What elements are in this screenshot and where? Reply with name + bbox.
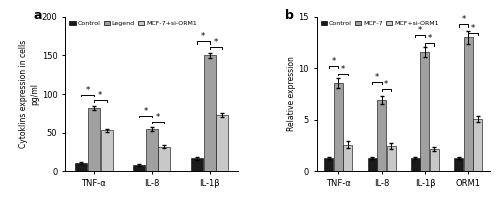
Bar <box>324 158 333 171</box>
Y-axis label: Relative expression: Relative expression <box>286 57 296 131</box>
Text: *: * <box>384 80 388 89</box>
Text: *: * <box>86 86 89 95</box>
Text: *: * <box>143 107 148 116</box>
Bar <box>368 158 376 171</box>
Text: *: * <box>374 73 379 82</box>
Text: *: * <box>418 26 422 35</box>
Bar <box>204 55 216 171</box>
Text: *: * <box>214 38 218 47</box>
Bar <box>88 108 100 171</box>
Bar <box>386 146 396 171</box>
Text: *: * <box>428 34 432 43</box>
Bar <box>146 129 158 171</box>
Bar <box>454 158 464 171</box>
Text: b: b <box>286 9 294 22</box>
Bar <box>411 158 420 171</box>
Bar <box>133 165 145 171</box>
Bar <box>334 83 342 171</box>
Bar <box>75 163 87 171</box>
Legend: Control, MCF-7, MCF+si-ORM1: Control, MCF-7, MCF+si-ORM1 <box>320 20 440 28</box>
Text: *: * <box>98 91 102 100</box>
Text: *: * <box>201 32 205 41</box>
Bar <box>420 52 430 171</box>
Bar <box>430 149 439 171</box>
Text: *: * <box>156 113 160 122</box>
Bar <box>191 158 203 171</box>
Bar <box>464 37 473 171</box>
Bar <box>474 119 482 171</box>
Text: *: * <box>341 65 345 74</box>
Y-axis label: Cytoklins expression in cells
pg/ml: Cytoklins expression in cells pg/ml <box>20 40 39 148</box>
Text: *: * <box>332 57 336 66</box>
Bar <box>377 100 386 171</box>
Bar <box>343 145 352 171</box>
Bar <box>100 130 112 171</box>
Bar <box>216 115 228 171</box>
Text: *: * <box>462 15 466 24</box>
Legend: Control, Legend, MCF-7+si-ORM1: Control, Legend, MCF-7+si-ORM1 <box>68 20 198 28</box>
Text: *: * <box>471 24 475 33</box>
Text: a: a <box>34 9 42 22</box>
Bar <box>158 147 170 171</box>
